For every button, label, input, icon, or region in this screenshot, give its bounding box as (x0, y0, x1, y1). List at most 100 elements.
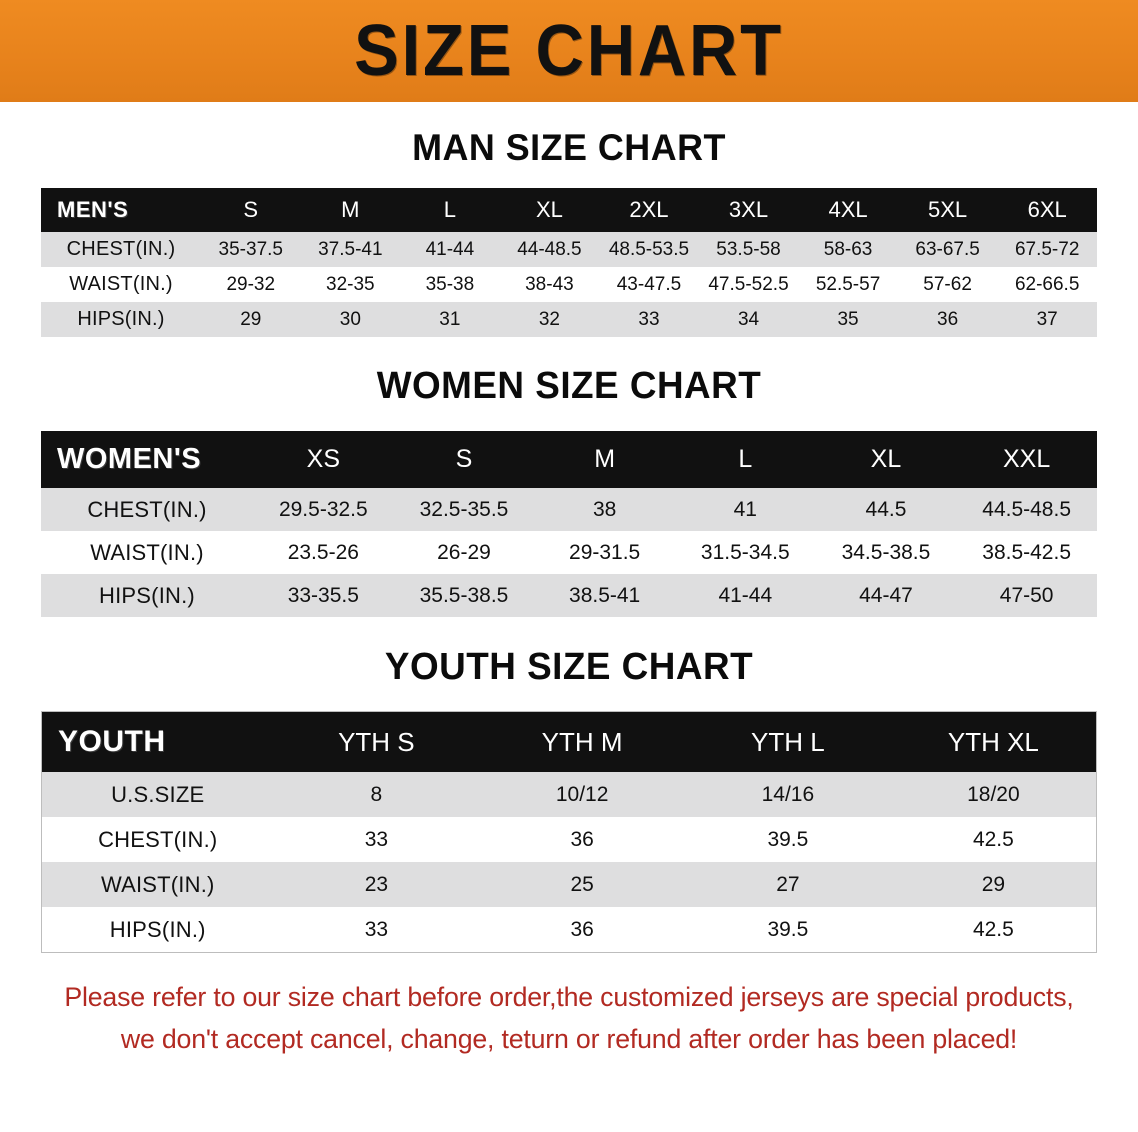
page-banner: SIZE CHART (0, 0, 1138, 102)
measurement-value: 35 (837, 308, 859, 330)
measurement-value: 33 (364, 827, 389, 851)
measurement-value: 35.5-38.5 (419, 583, 509, 607)
size-header-5: 2XL (629, 197, 669, 222)
measurement-value: 47-50 (999, 583, 1054, 607)
man-table-wrapper: MEN'S S M L XL 2XL 3XL 4XL 5XL 6XL CHEST(IN.) 35-… (41, 188, 1097, 337)
measurement-value: 53.5-58 (716, 238, 781, 260)
measurement-value: 44-48.5 (517, 238, 582, 260)
measurement-value: 44.5-48.5 (982, 497, 1072, 521)
table-row: HIPS(IN.) 29 30 31 32 33 34 35 36 37 (41, 302, 1097, 337)
size-header-7: 4XL (828, 197, 868, 222)
measurement-value: 32-35 (326, 273, 375, 295)
measurement-value: 38-43 (525, 273, 574, 295)
measurement-value: 10/12 (555, 782, 609, 806)
size-header-6: 3XL (728, 197, 769, 222)
measurement-value: 29.5-32.5 (278, 497, 368, 521)
measurement-value: 23.5-26 (287, 540, 359, 564)
measurement-value: 44.5 (865, 497, 907, 521)
size-header-1: YTH S (338, 726, 415, 757)
size-header-2: S (455, 445, 473, 473)
size-header-1: XS (306, 445, 340, 473)
measurement-value: 38.5-42.5 (982, 540, 1072, 564)
measurement-value: 63-67.5 (915, 238, 980, 260)
size-header-6: XXL (1003, 445, 1051, 473)
man-section-title: MAN SIZE CHART (412, 127, 726, 168)
measurement-label: CHEST(IN.) (87, 496, 207, 522)
measurement-value: 39.5 (767, 827, 809, 851)
measurement-value: 25 (570, 872, 594, 896)
youth-table-head: YOUTH YTH S YTH M YTH L YTH XL (41, 711, 1097, 772)
measurement-value: 26-29 (437, 540, 491, 564)
man-size-table: MEN'S S M L XL 2XL 3XL 4XL 5XL 6XL CHEST(IN.) 35-… (41, 188, 1097, 337)
women-table-body: CHEST(IN.) 29.5-32.5 32.5-35.5 38 41 44.5 44.5… (41, 488, 1097, 617)
measurement-value: 31 (439, 308, 461, 330)
measurement-value: 34 (737, 308, 760, 330)
measurement-value: 57-62 (923, 273, 972, 295)
measurement-label: WAIST(IN.) (69, 273, 173, 295)
size-header-2: YTH M (541, 726, 623, 757)
youth-corner-header: YOUTH (58, 725, 166, 758)
measurement-value: 32 (538, 308, 560, 330)
measurement-value: 29-32 (226, 273, 276, 295)
measurement-label: CHEST(IN.) (66, 238, 176, 260)
measurement-value: 52.5-57 (815, 273, 881, 295)
measurement-value: 8 (370, 782, 383, 806)
size-header-1: S (243, 197, 259, 222)
women-table-wrapper: WOMEN'S XS S M L XL XXL CHEST(IN.) 29.5-32.5 32… (41, 431, 1097, 617)
table-row: WAIST(IN.) 23.5-26 26-29 29-31.5 31.5-34.5 34… (41, 531, 1097, 574)
measurement-value: 58-63 (823, 238, 873, 260)
youth-table-wrapper: YOUTH YTH S YTH M YTH L YTH XL U.S.SIZE 8 10/… (41, 711, 1097, 953)
women-header-row: WOMEN'S XS S M L XL XXL (41, 431, 1097, 488)
measurement-value: 18/20 (967, 782, 1020, 806)
page-title: SIZE CHART (354, 11, 784, 91)
measurement-value: 42.5 (972, 917, 1014, 941)
measurement-value: 23 (364, 872, 389, 896)
measurement-value: 41-44 (425, 238, 475, 260)
measurement-value: 62-66.5 (1014, 273, 1080, 295)
measurement-value: 29 (981, 872, 1006, 896)
table-row: CHEST(IN.) 33 36 39.5 42.5 (41, 817, 1097, 862)
measurement-value: 36 (570, 917, 594, 941)
measurement-value: 48.5-53.5 (608, 238, 690, 260)
table-row: HIPS(IN.) 33 36 39.5 42.5 (41, 907, 1097, 953)
measurement-label: HIPS(IN.) (77, 308, 165, 330)
measurement-value: 37 (1036, 308, 1058, 330)
measurement-value: 41-44 (718, 583, 773, 607)
measurement-value: 29 (240, 308, 262, 330)
measurement-value: 35-38 (425, 273, 475, 295)
youth-header-row: YOUTH YTH S YTH M YTH L YTH XL (41, 711, 1097, 772)
women-corner-header: WOMEN'S (57, 443, 202, 475)
measurement-label: HIPS(IN.) (99, 582, 195, 608)
measurement-value: 39.5 (767, 917, 809, 941)
table-row: U.S.SIZE 8 10/12 14/16 18/20 (41, 772, 1097, 817)
measurement-value: 36 (570, 827, 594, 851)
youth-size-table: YOUTH YTH S YTH M YTH L YTH XL U.S.SIZE 8 10/… (41, 711, 1097, 953)
man-table-head: MEN'S S M L XL 2XL 3XL 4XL 5XL 6XL (41, 188, 1097, 232)
note-line-1: Please refer to our size chart before or… (64, 982, 1074, 1012)
table-row: WAIST(IN.) 29-32 32-35 35-38 38-43 43-47.5 47.… (41, 267, 1097, 302)
women-section-title: WOMEN SIZE CHART (376, 365, 762, 407)
man-table-body: CHEST(IN.) 35-37.5 37.5-41 41-44 44-48.5 48.5… (41, 232, 1097, 337)
measurement-value: 41 (733, 497, 757, 521)
size-header-2: M (341, 197, 360, 222)
measurement-value: 35-37.5 (218, 238, 283, 260)
size-header-4: XL (535, 197, 563, 222)
measurement-value: 47.5-52.5 (708, 273, 789, 295)
measurement-label: HIPS(IN.) (109, 916, 206, 942)
man-header-row: MEN'S S M L XL 2XL 3XL 4XL 5XL 6XL (41, 188, 1097, 232)
measurement-value: 34.5-38.5 (841, 540, 931, 564)
size-header-4: YTH XL (947, 726, 1039, 757)
size-header-9: 6XL (1027, 197, 1067, 222)
table-row: CHEST(IN.) 29.5-32.5 32.5-35.5 38 41 44.5 44.5… (41, 488, 1097, 531)
measurement-value: 36 (937, 308, 959, 330)
measurement-value: 14/16 (761, 782, 815, 806)
measurement-value: 29-31.5 (569, 540, 641, 564)
women-table-head: WOMEN'S XS S M L XL XXL (41, 431, 1097, 488)
size-header-3: L (443, 197, 456, 222)
measurement-value: 33 (364, 917, 389, 941)
measurement-value: 31.5-34.5 (700, 540, 790, 564)
youth-section-title: YOUTH SIZE CHART (384, 646, 754, 688)
size-header-8: 5XL (928, 197, 968, 222)
measurement-value: 67.5-72 (1014, 238, 1080, 260)
table-row: WAIST(IN.) 23 25 27 29 (41, 862, 1097, 907)
